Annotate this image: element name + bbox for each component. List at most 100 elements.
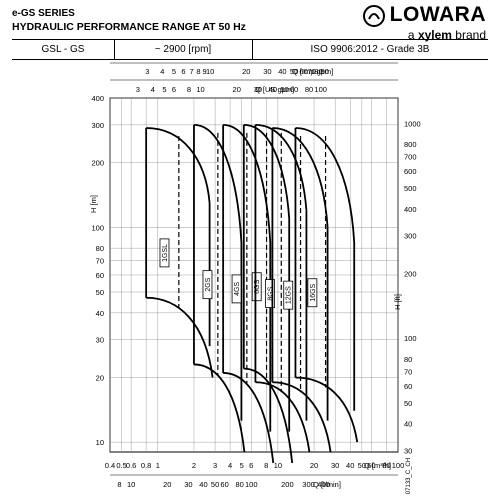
info-divider [114,40,115,59]
lmin-tick-label: 80 [235,480,243,489]
curve-min-head-1GSL [146,296,214,378]
imp-gpm-tick-label: 40 [278,67,286,76]
model-label-box [307,278,318,308]
x-tick-label: 100 [392,461,405,470]
imp-gpm-tick-label: 20 [242,67,250,76]
model-label-12GS: 12GS [286,286,293,304]
x-tick-label: 8 [264,461,268,470]
x-tick-label: 4 [228,461,232,470]
info-row: GSL - GS ~ 2900 [rpm] ISO 9906:2012 - Gr… [12,39,488,60]
y-tick-label: 400 [91,94,104,103]
x-axis-title: Q [m³/h] [364,461,391,470]
curve-max-head-8GS [255,123,308,211]
brand-tagline: a xylem brand [408,28,486,42]
us-gpm-tick-label: 20 [233,85,241,94]
y2-tick-label: 600 [404,167,417,176]
curve-max-head-1GSL [146,127,211,203]
y2-tick-label: 50 [404,399,412,408]
imp-gpm-tick-label: 50 [290,67,298,76]
y2-tick-label: 80 [404,355,412,364]
series-1gsl [145,127,214,378]
y-tick-label: 50 [96,288,104,297]
y2-tick-label: 200 [404,270,417,279]
standard-cell: ISO 9906:2012 - Grade 3B [310,44,430,55]
us-gpm-tick-label: 3 [136,85,140,94]
lmin-tick-label: 8 [117,480,121,489]
curve-max-head-2GS [193,123,243,243]
imp-gpm-tick-label: 90 [321,67,329,76]
model-label-16GS: 16GS [310,283,317,301]
us-gpm-tick-label: 60 [290,85,298,94]
y2-axis-title: H [ft] [393,294,402,310]
model-label-box [159,238,170,268]
curve-max-head-6GS [243,123,291,219]
y2-tick-label: 1000 [404,119,421,128]
y2-tick-label: 800 [404,140,417,149]
lmin-tick-label: 40 [199,480,207,489]
lmin-tick-label: 400 [317,480,330,489]
y-tick-label: 70 [96,257,104,266]
imp-gpm-tick-label: 10 [206,67,214,76]
curve-min-head-6GS [243,367,294,464]
us-gpm-tick-label: 5 [162,85,166,94]
model-label-box [283,280,294,310]
us-gpm-tick-label: 100 [314,85,327,94]
model-label-2GS: 2GS [205,277,212,291]
x-tick-label: 80 [382,461,390,470]
curve-max-head-16GS [295,127,356,243]
lmin-axis-title: Q [l/min] [313,480,341,489]
info-divider [252,40,253,59]
brand-logo: LOWARA [362,3,486,27]
y2-tick-label: 700 [404,153,417,162]
y-axis-title: H [m] [89,195,98,213]
imp-gpm-tick-label: 8 [196,67,200,76]
y-tick-label: 20 [96,373,104,382]
lmin-tick-label: 300 [302,480,315,489]
y-tick-label: 10 [96,438,104,447]
series-4gs [222,123,275,464]
us-gpm-tick-label: 4 [151,85,155,94]
imp-gpm-tick-label: 9 [203,67,207,76]
us-gpm-tick-label: 6 [172,85,176,94]
curve-min-head-2GS [193,363,246,453]
imp-gpm-tick-label: 70 [307,67,315,76]
chart-heading: HYDRAULIC PERFORMANCE RANGE AT 50 Hz [12,21,246,33]
series-8gs [254,123,311,453]
series-2gs [193,123,246,453]
x-tick-label: 5 [240,461,244,470]
brand-strong: xylem [417,28,452,42]
lmin-tick-label: 10 [127,480,135,489]
model-label-6GS: 6GS [254,279,261,293]
us-gpm-tick-label: 30 [254,85,262,94]
y-tick-label: 300 [91,121,104,130]
x-tick-label: 40 [346,461,354,470]
x-tick-label: 0.6 [126,461,136,470]
x-tick-label: 1 [156,461,160,470]
lmin-tick-label: 100 [245,480,258,489]
imp-gpm-tick-label: 6 [181,67,185,76]
brand-suffix: brand [451,28,486,42]
model-label-8GS: 8GS [268,286,275,300]
y2-tick-label: 60 [404,382,412,391]
lmin-tick-label: 20 [163,480,171,489]
us-gpm-tick-label: 80 [305,85,313,94]
speed-cell: ~ 2900 [rpm] [154,44,212,55]
y2-tick-label: 40 [404,420,412,429]
imp-gpm-tick-label: 30 [263,67,271,76]
model-label-4GS: 4GS [234,282,241,296]
y2-tick-label: 70 [404,367,412,376]
lowara-logo-icon [362,5,385,27]
curve-min-head-4GS [223,372,275,464]
x-tick-label: 30 [331,461,339,470]
us-gpm-tick-label: 8 [187,85,191,94]
imp-gpm-tick-label: 80 [314,67,322,76]
model-label-box [251,272,262,302]
x-tick-label: 0.8 [141,461,151,470]
imp-gpm-tick-label: 4 [160,67,164,76]
series-12gs [271,127,332,453]
y2-tick-label: 300 [404,232,417,241]
y-tick-label: 30 [96,336,104,345]
lmin-tick-label: 60 [220,480,228,489]
lmin-tick-label: 30 [184,480,192,489]
series-title: e-GS SERIES [12,8,75,19]
